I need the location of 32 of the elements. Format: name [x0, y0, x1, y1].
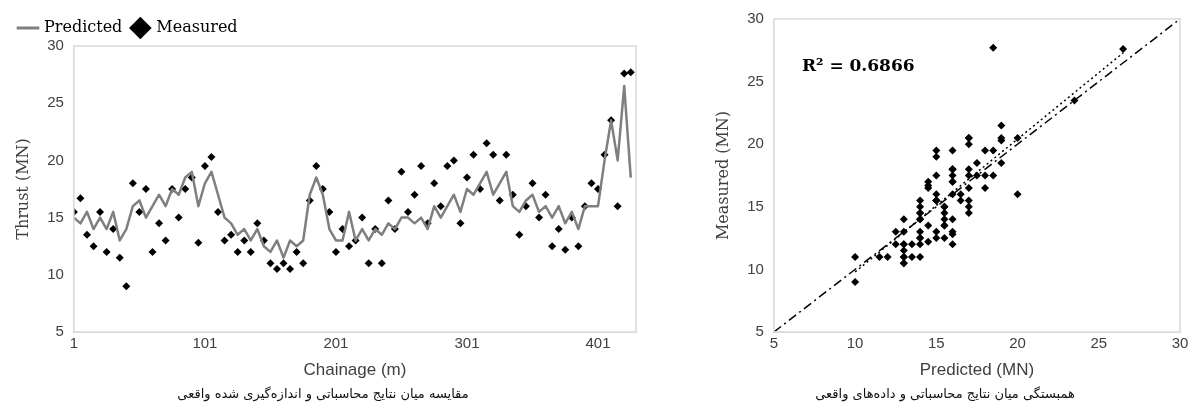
y-tick-label: 10: [747, 259, 764, 277]
y-tick-label: 20: [47, 150, 64, 168]
x-axis-title: Predicted (MN): [919, 359, 1035, 379]
x-axis-title: Chainage (m): [303, 359, 407, 379]
y-tick-label: 5: [55, 322, 64, 340]
x-tick-label: 201: [323, 334, 349, 352]
x-tick-label: 20: [1009, 334, 1026, 352]
x-tick-label: 25: [1090, 334, 1108, 352]
annotation: R² = 0.6866: [801, 55, 915, 76]
y-axis-title: Thrust (MN): [12, 138, 32, 240]
y-tick-label: 15: [47, 207, 64, 225]
x-tick-label: 301: [454, 334, 480, 352]
x-tick-label: 10: [846, 334, 864, 352]
y-tick-label: 15: [747, 196, 764, 214]
legend-label: Measured: [156, 17, 238, 37]
x-tick-label: 401: [585, 334, 611, 352]
text: مقایسه میان نتایج محاسباتی و اندازه‌گیری شده واقعی: [177, 385, 469, 402]
y-axis-title: Measured (MN): [712, 110, 732, 241]
y-tick-label: 10: [47, 264, 64, 282]
y-tick-label: 25: [747, 71, 764, 89]
y-tick-label: 5: [755, 322, 764, 340]
x-tick-label: 5: [769, 334, 779, 352]
x-tick-label: 101: [192, 334, 218, 352]
text: همبستگی میان نتایج محاسباتی و داده‌های واقعی: [815, 385, 1075, 402]
y-tick-label: 25: [47, 93, 64, 111]
x-tick-label: 30: [1171, 334, 1189, 352]
x-tick-label: 15: [927, 334, 945, 352]
legend-label: Predicted: [44, 17, 123, 37]
y-tick-label: 30: [747, 9, 764, 27]
y-tick-label: 20: [747, 134, 764, 152]
y-tick-label: 30: [47, 36, 64, 54]
x-tick-label: 1: [69, 334, 79, 352]
